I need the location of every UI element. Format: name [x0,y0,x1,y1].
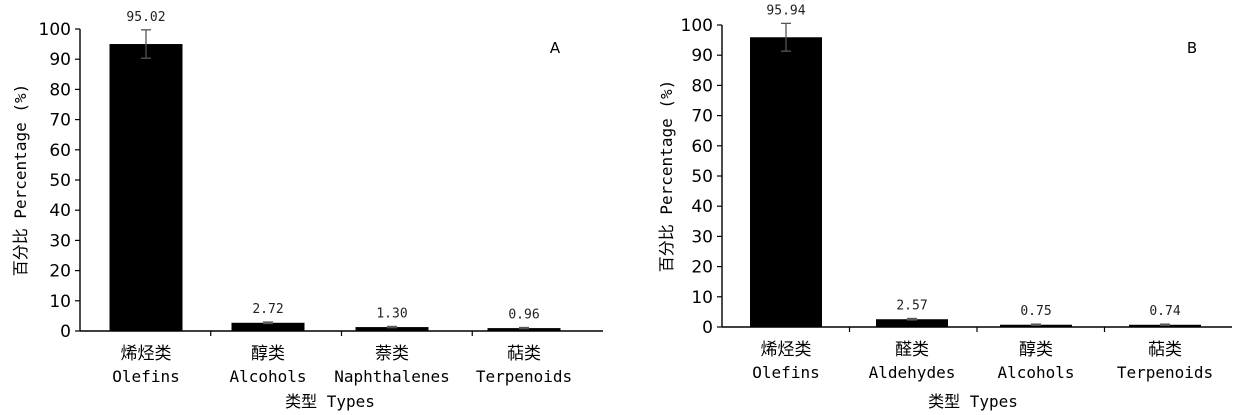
y-tick-label: 50 [691,167,713,187]
data-label: 2.57 [896,298,927,313]
data-label: 0.75 [1020,304,1051,319]
bar-terpenoids [487,328,561,331]
x-axis-title: 类型 Types [928,392,1018,411]
data-label: 95.94 [766,3,805,18]
bar-alcohols [231,322,305,331]
y-tick-label: 100 [39,20,71,40]
y-tick-label: 90 [691,46,713,66]
y-tick-label: 60 [691,137,713,157]
y-tick-label: 80 [691,76,713,96]
bar-naphthalenes [355,327,429,331]
x-tick-label-zh: 萘类 [375,344,409,364]
y-tick-label: 50 [49,171,71,191]
data-label: 2.72 [252,302,283,317]
chart-panel-a: 0 10 20 30 40 50 60 70 80 90 100 95.02 烯烃类 Olefins 2.7… [11,10,603,411]
x-tick-label-zh: 醛类 [895,340,929,360]
y-tick-label: 30 [691,227,713,247]
data-label: 95.02 [126,10,165,25]
y-tick-label: 70 [691,107,713,127]
x-tick-label-en: Naphthalenes [334,367,450,386]
x-tick-label-en: Terpenoids [1117,363,1213,382]
x-tick-label-en: Terpenoids [476,367,572,386]
x-tick-label-zh: 醇类 [251,344,285,364]
x-tick-label-zh: 烯烃类 [761,340,812,360]
x-tick-label-en: Alcohols [997,363,1074,382]
x-tick-label-en: Olefins [112,367,179,386]
x-tick-label-zh: 烯烃类 [121,344,172,364]
y-tick-label: 90 [49,50,71,70]
y-tick-label: 100 [681,16,713,36]
panel-label: B [1187,39,1197,57]
y-axis-title: 百分比 Percentage (%) [11,84,30,277]
panel-label: A [550,39,561,57]
data-label: 0.96 [508,307,539,322]
y-tick-label: 60 [49,141,71,161]
y-tick-label: 30 [49,231,71,251]
y-tick-label: 40 [691,197,713,217]
x-tick-label-en: Aldehydes [869,363,956,382]
y-tick-label: 20 [691,258,713,278]
y-tick-label: 10 [691,288,713,308]
x-tick-label-zh: 醇类 [1019,340,1053,360]
bar-aldehydes [876,319,948,327]
x-tick-label-zh: 萜类 [507,344,541,364]
y-tick-label: 20 [49,262,71,282]
y-axis-title: 百分比 Percentage (%) [657,80,676,273]
x-axis-title: 类型 Types [285,392,375,411]
data-label: 1.30 [376,306,407,321]
y-tick-label: 70 [49,111,71,131]
y-tick-label: 40 [49,201,71,221]
data-label: 0.74 [1149,304,1180,319]
x-tick-label-en: Olefins [752,363,819,382]
y-tick-label: 80 [49,80,71,100]
x-tick-label-zh: 萜类 [1148,340,1182,360]
bar-olefins [109,44,183,331]
x-tick-label-en: Alcohols [229,367,306,386]
chart-panel-b: 0 10 20 30 40 50 60 70 80 90 100 95.94 烯烃类 Olefins 2.5… [657,3,1232,411]
y-tick-label: 10 [49,292,71,312]
y-tick-label: 0 [60,322,71,342]
bar-olefins [750,37,822,327]
y-tick-label: 0 [702,318,713,338]
